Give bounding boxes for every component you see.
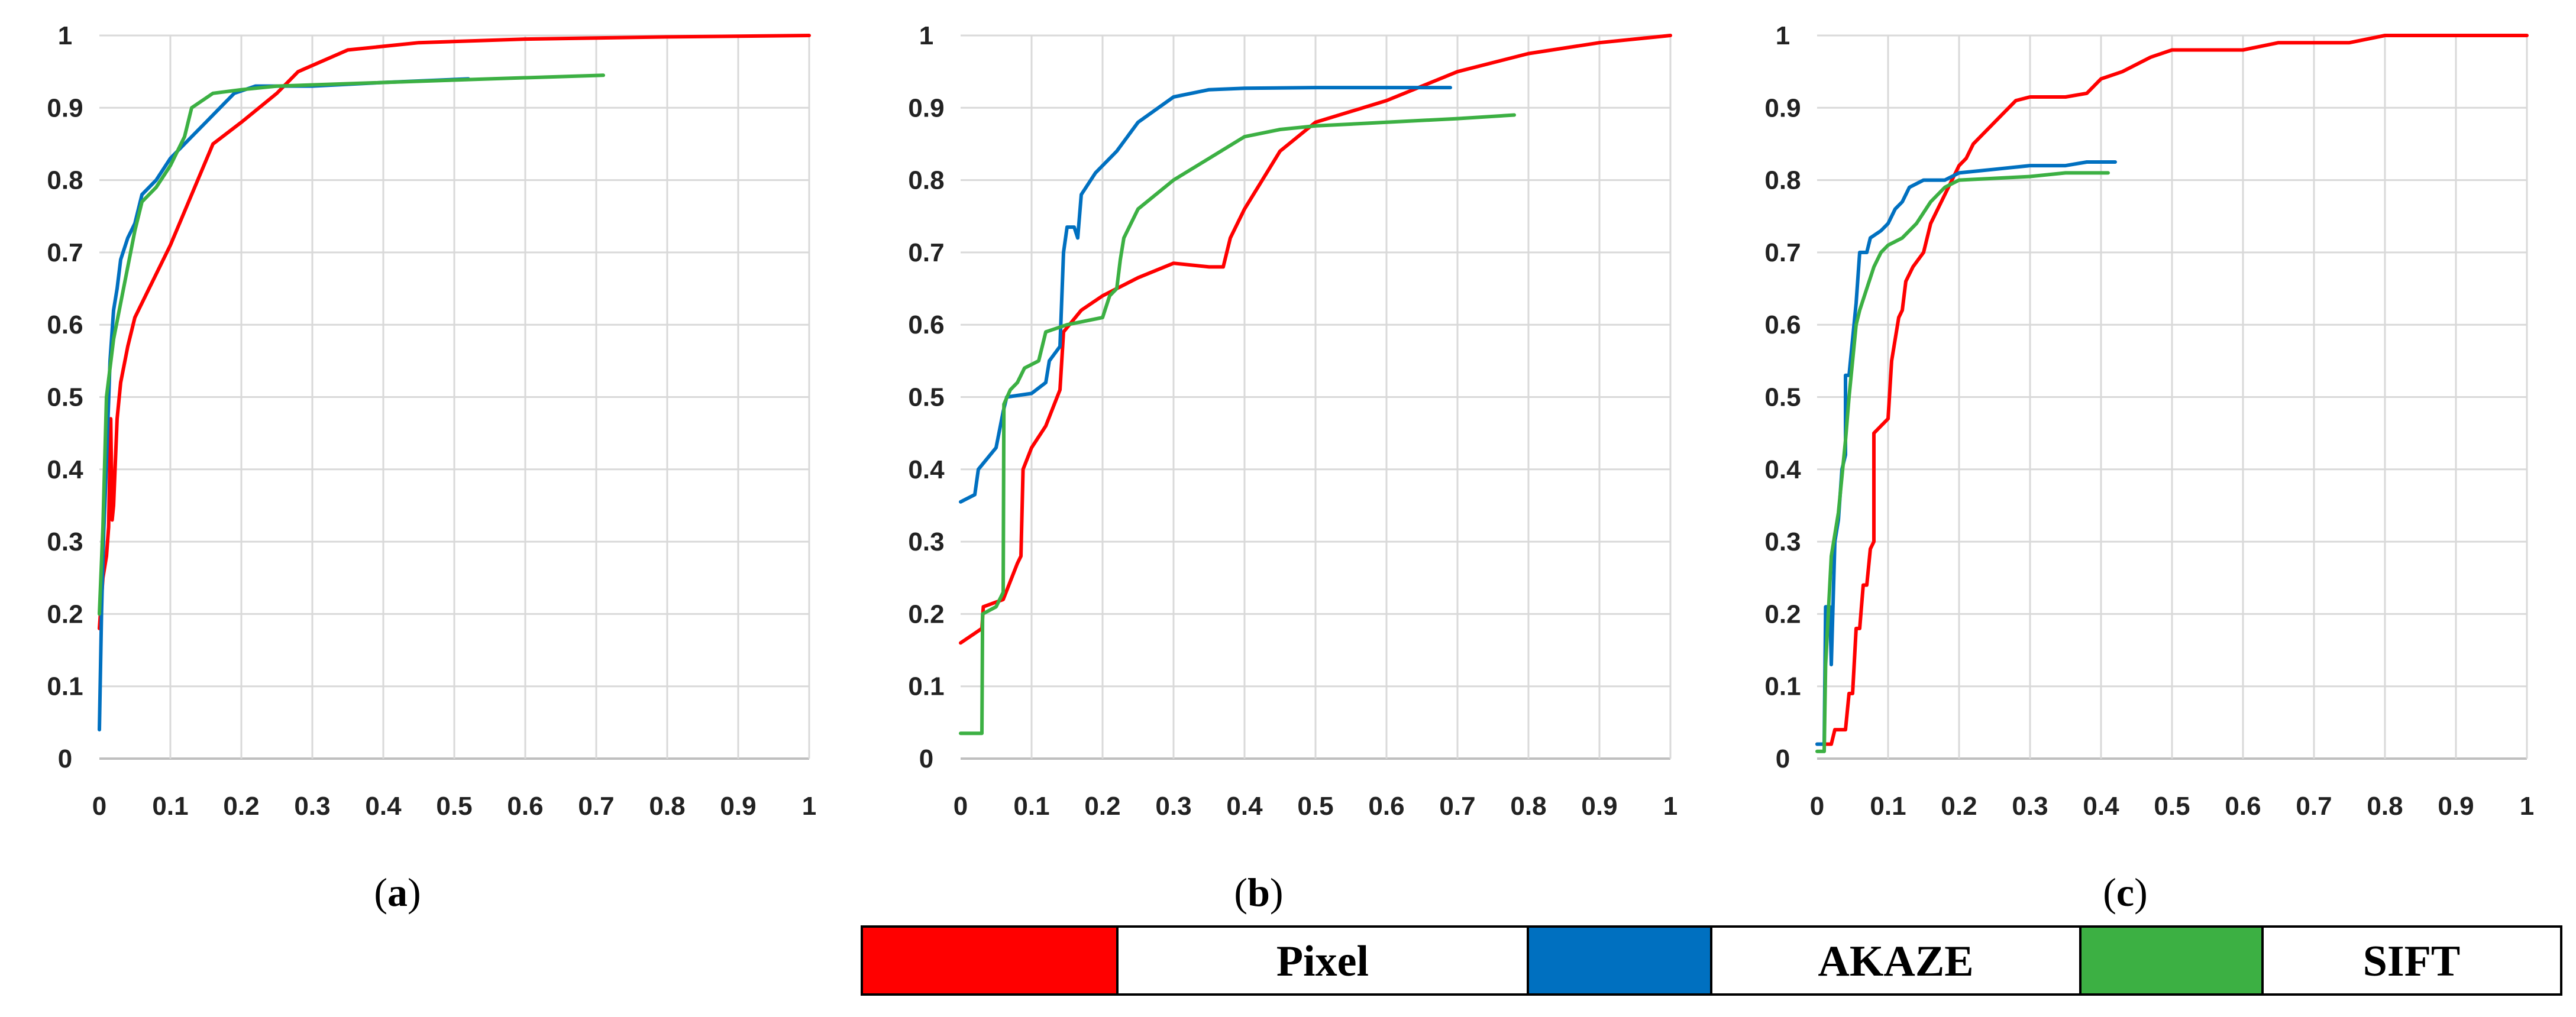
series-line-pixel <box>1815 34 2529 746</box>
x-tick-label: 0.5 <box>1297 792 1333 821</box>
y-tick-label: 0.3 <box>47 527 83 556</box>
x-tick-label: 0 <box>1810 792 1824 821</box>
series-line-sift <box>1815 171 2110 753</box>
series-line-sift <box>98 73 605 616</box>
chart-panel-c: 0 0.1 0.2 0.3 0.4 0.5 0.6 0.7 0.8 0.9 1 0 0.1 0.2 0.3 0… <box>1764 21 2534 821</box>
caption-c: (c) <box>2103 870 2148 915</box>
x-tick-label: 0.4 <box>1226 792 1263 821</box>
y-tick-label: 0.1 <box>47 672 83 701</box>
x-tick-label: 0.4 <box>2083 792 2119 821</box>
y-tick-label: 0.2 <box>47 600 83 629</box>
x-tick-label: 0.8 <box>649 792 685 821</box>
x-tick-label: 0.9 <box>2438 792 2474 821</box>
series-line-pixel <box>959 34 1672 645</box>
x-tick-label: 0.3 <box>1155 792 1191 821</box>
x-tick-label: 1 <box>1663 792 1678 821</box>
legend-swatch-pixel <box>861 925 1119 996</box>
legend-label-pixel: Pixel <box>1276 937 1369 986</box>
legend-label-box-akaze <box>1710 925 2082 996</box>
y-tick-label: 0 <box>58 744 72 773</box>
x-tick-label: 0.6 <box>1368 792 1404 821</box>
y-tick-label: 0.8 <box>1764 166 1801 195</box>
y-tick-label: 0 <box>1776 744 1790 773</box>
legend-label-box-sift <box>2261 925 2562 996</box>
y-tick-label: 0.7 <box>47 238 83 267</box>
chart-panels: 0 0.1 0.2 0.3 0.4 0.5 0.6 0.7 0.8 0.9 1 0 0.1 0.2 0.3 0… <box>47 21 2534 821</box>
x-tick-label: 0.2 <box>1941 792 1977 821</box>
x-tick-label: 0.2 <box>1084 792 1120 821</box>
legend-swatch-sift <box>2079 925 2264 996</box>
chart-panel-a: 0 0.1 0.2 0.3 0.4 0.5 0.6 0.7 0.8 0.9 1 0 0.1 0.2 0.3 0… <box>47 21 816 821</box>
y-tick-label: 0.8 <box>47 166 83 195</box>
y-tick-label: 0.6 <box>47 310 83 339</box>
y-tick-label: 0 <box>919 744 933 773</box>
x-tick-label: 0.4 <box>365 792 402 821</box>
y-tick-label: 0.7 <box>908 238 944 267</box>
y-tick-label: 0.1 <box>908 672 944 701</box>
y-tick-label: 0.1 <box>1764 672 1801 701</box>
x-tick-label: 1 <box>802 792 816 821</box>
y-tick-label: 0.3 <box>908 527 944 556</box>
y-tick-label: 0.5 <box>47 383 83 412</box>
x-tick-label: 0.2 <box>223 792 259 821</box>
series-line-akaze <box>98 77 470 732</box>
y-tick-label: 0.6 <box>1764 310 1801 339</box>
y-tick-label: 1 <box>919 21 933 50</box>
legend-label-sift: SIFT <box>2363 937 2461 986</box>
y-tick-label: 0.5 <box>1764 383 1801 412</box>
y-tick-label: 0.2 <box>908 600 944 629</box>
caption-a: (a) <box>374 870 421 915</box>
y-tick-label: 0.8 <box>908 166 944 195</box>
x-tick-label: 0 <box>954 792 968 821</box>
legend-label-box-pixel <box>1116 925 1529 996</box>
y-tick-label: 0.4 <box>1764 455 1801 484</box>
x-tick-label: 0.5 <box>436 792 472 821</box>
x-tick-label: 0.7 <box>1439 792 1475 821</box>
x-tick-label: 0 <box>92 792 106 821</box>
x-tick-label: 0.1 <box>1013 792 1049 821</box>
legend-label-akaze: AKAZE <box>1818 937 1973 986</box>
y-tick-label: 0.3 <box>1764 527 1801 556</box>
y-tick-label: 0.7 <box>1764 238 1801 267</box>
x-tick-label: 0.9 <box>1581 792 1617 821</box>
x-tick-label: 0.8 <box>1510 792 1546 821</box>
chart-panel-b: 0 0.1 0.2 0.3 0.4 0.5 0.6 0.7 0.8 0.9 1 0 0.1 0.2 0.3 0… <box>908 21 1678 821</box>
series-line-sift <box>959 113 1516 736</box>
x-tick-label: 0.6 <box>507 792 543 821</box>
series-line-akaze <box>1815 160 2117 746</box>
y-tick-label: 0.2 <box>1764 600 1801 629</box>
x-tick-label: 1 <box>2520 792 2534 821</box>
y-tick-label: 1 <box>58 21 72 50</box>
legend-swatch-akaze <box>1527 925 1712 996</box>
x-tick-label: 0.8 <box>2367 792 2403 821</box>
legend: Pixel AKAZE SIFT <box>861 925 2562 996</box>
x-tick-label: 0.1 <box>1870 792 1906 821</box>
y-tick-label: 0.5 <box>908 383 944 412</box>
y-tick-label: 0.9 <box>47 93 83 122</box>
y-tick-label: 0.9 <box>1764 93 1801 122</box>
x-tick-label: 0.5 <box>2154 792 2190 821</box>
y-tick-label: 0.4 <box>47 455 83 484</box>
x-tick-label: 0.3 <box>2012 792 2048 821</box>
x-tick-label: 0.3 <box>294 792 330 821</box>
x-tick-label: 0.9 <box>720 792 756 821</box>
x-tick-label: 0.6 <box>2225 792 2261 821</box>
y-tick-label: 1 <box>1776 21 1790 50</box>
x-tick-label: 0.1 <box>152 792 188 821</box>
y-tick-label: 0.4 <box>908 455 945 484</box>
y-tick-label: 0.6 <box>908 310 944 339</box>
series-line-pixel <box>98 34 811 630</box>
series-line-akaze <box>959 86 1452 504</box>
y-tick-label: 0.9 <box>908 93 944 122</box>
x-tick-label: 0.7 <box>2296 792 2332 821</box>
x-tick-label: 0.7 <box>578 792 614 821</box>
caption-b: (b) <box>1234 870 1283 915</box>
